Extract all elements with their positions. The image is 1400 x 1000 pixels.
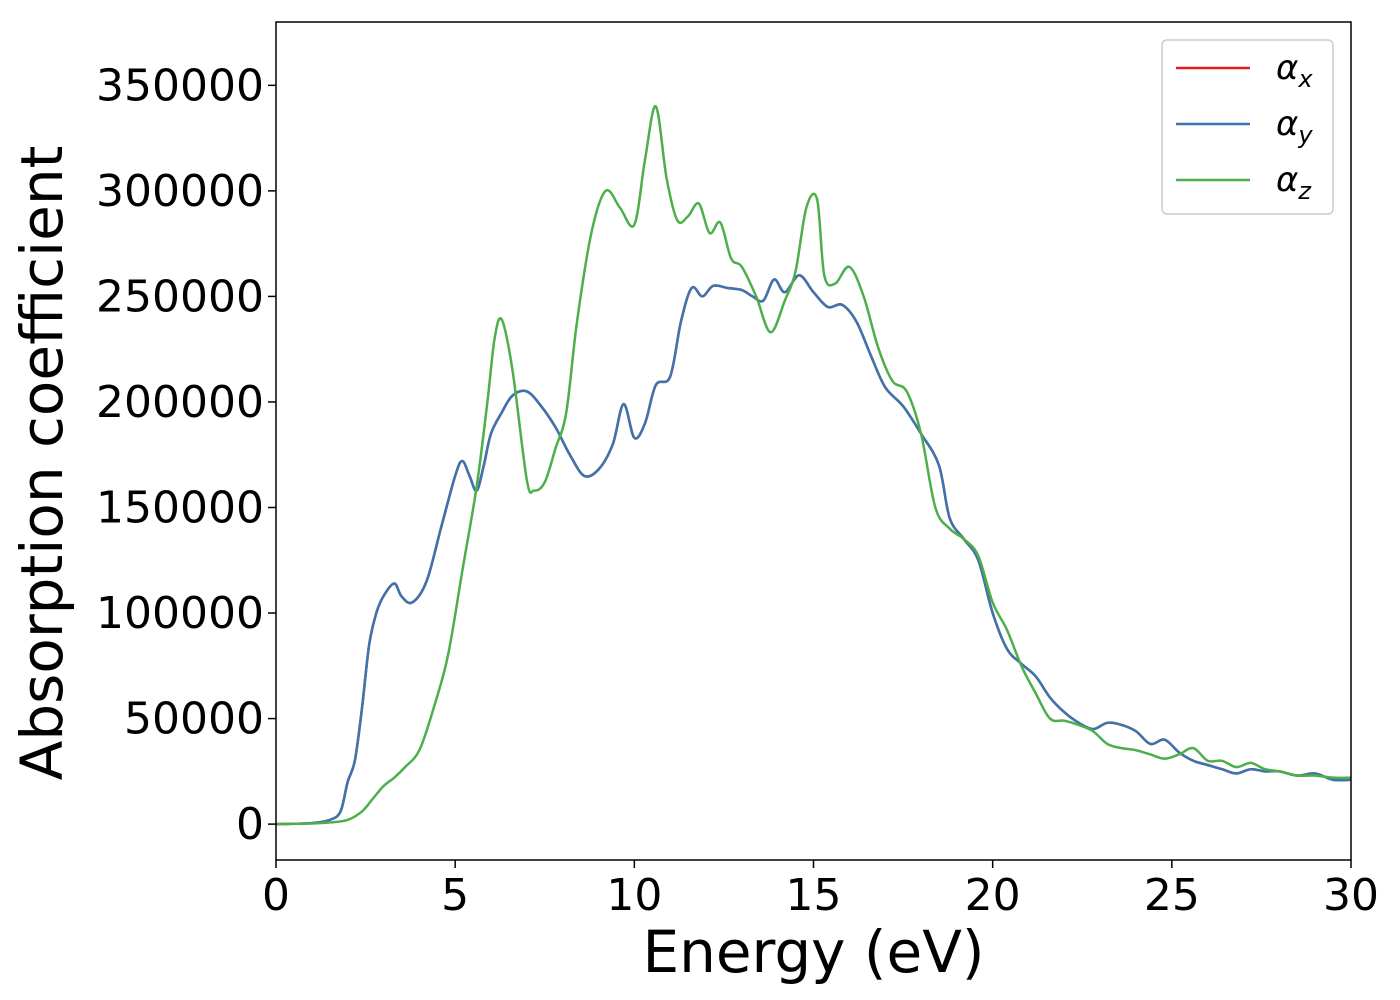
legend-symbol: α [1276, 104, 1298, 144]
x-axis-title: Energy (eV) [642, 918, 984, 986]
y-tick-label: 100000 [96, 588, 264, 639]
y-axis-title: Absorption coefficient [8, 146, 76, 781]
x-tick-label: 20 [965, 870, 1021, 921]
legend-label-y: αy [1276, 104, 1313, 149]
y-tick-label: 150000 [96, 482, 264, 533]
series-layer [276, 105, 1351, 826]
legend-label-x: αx [1276, 48, 1313, 93]
y-tick-label: 300000 [96, 166, 264, 217]
legend-subscript: y [1297, 121, 1313, 149]
legend-subscript: z [1297, 177, 1312, 205]
x-tick-label: 5 [441, 870, 469, 921]
y-tick-label: 50000 [124, 694, 264, 745]
y-tick-label: 0 [236, 799, 264, 850]
series-line-y [276, 274, 1351, 826]
legend-box [1161, 39, 1334, 215]
legend-symbol: α [1276, 48, 1298, 88]
legend-subscript: x [1297, 65, 1313, 93]
y-tick-label: 250000 [96, 271, 264, 322]
x-tick-label: 10 [606, 870, 662, 921]
legend-label-z: αz [1276, 160, 1312, 205]
y-tick-label: 350000 [96, 60, 264, 111]
y-axis-ticks: 0 50000 100000 150000 200000 250000 300000 3500… [96, 60, 276, 850]
legend-symbol: α [1276, 160, 1298, 200]
series-line-z [276, 105, 1351, 826]
x-tick-label: 25 [1144, 870, 1200, 921]
x-tick-label: 0 [262, 870, 290, 921]
x-tick-label: 15 [786, 870, 842, 921]
y-tick-label: 200000 [96, 377, 264, 428]
x-tick-label: 30 [1323, 870, 1379, 921]
x-axis-ticks: 0 5 10 15 20 25 30 [262, 860, 1379, 921]
series-line-x [276, 274, 1351, 826]
